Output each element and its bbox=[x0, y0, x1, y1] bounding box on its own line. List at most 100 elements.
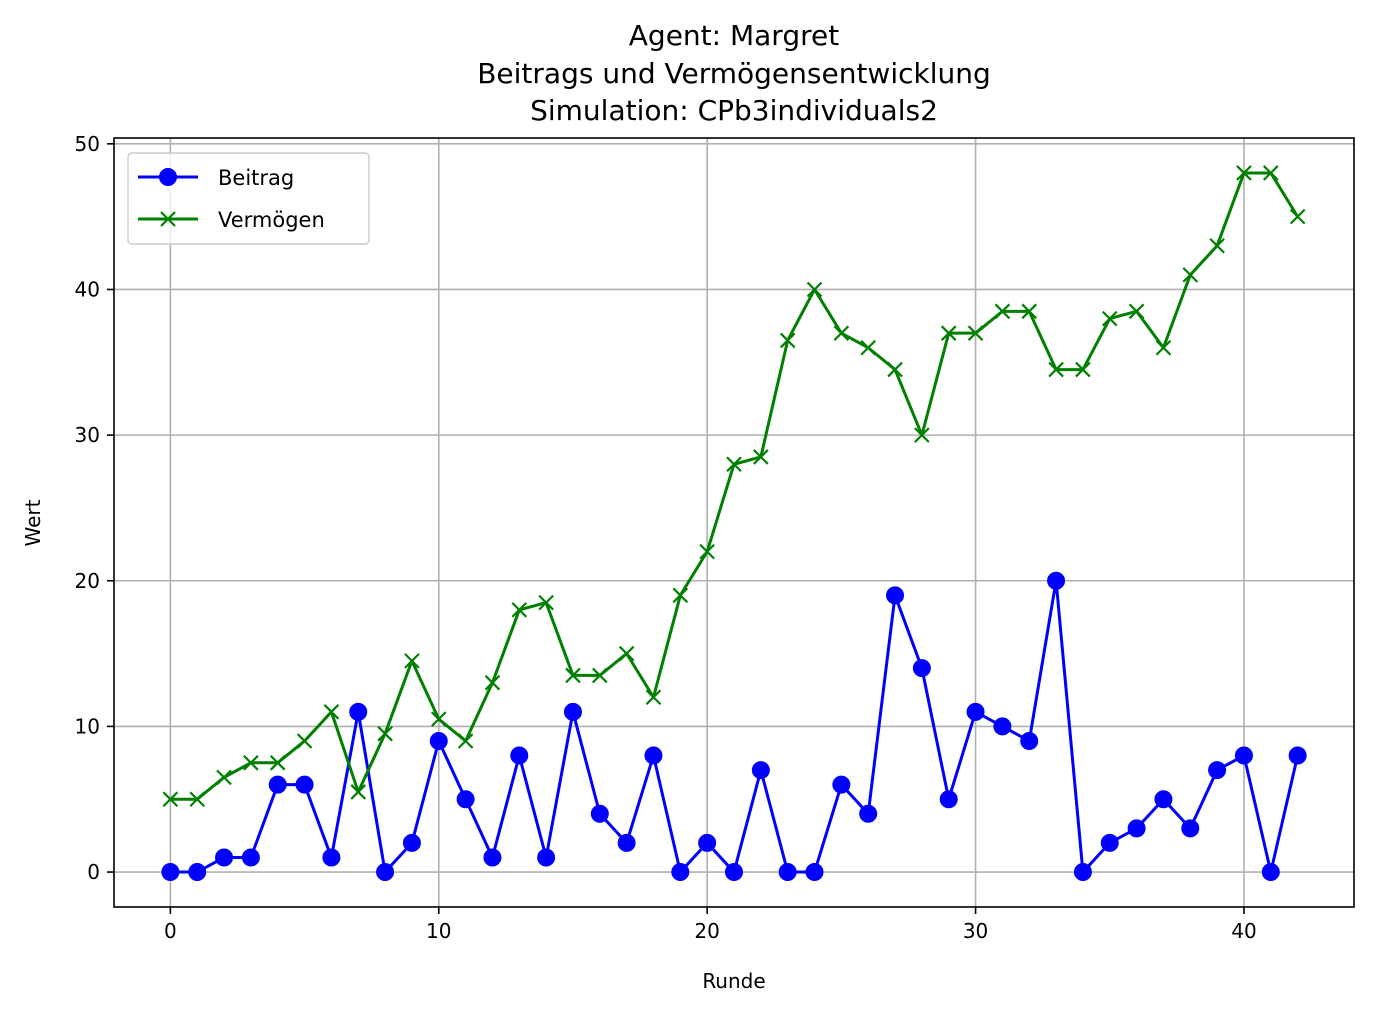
series-beitrag bbox=[161, 571, 1307, 882]
data-point-vermoegen bbox=[806, 281, 823, 298]
data-point-vermoegen bbox=[1021, 303, 1038, 320]
data-point-vermoegen bbox=[323, 704, 340, 720]
y-tick-label: 20 bbox=[75, 569, 100, 593]
data-point-beitrag bbox=[805, 863, 824, 882]
data-point-vermoegen bbox=[1075, 361, 1091, 378]
data-point-vermoegen bbox=[967, 325, 984, 341]
x-tick-label: 0 bbox=[164, 919, 177, 943]
data-point-beitrag bbox=[1261, 863, 1280, 882]
data-point-beitrag bbox=[456, 790, 475, 809]
data-point-beitrag bbox=[751, 761, 770, 780]
x-tick-label: 20 bbox=[694, 919, 719, 943]
data-point-beitrag bbox=[510, 746, 529, 765]
y-tick-label: 50 bbox=[75, 132, 100, 156]
data-point-vermoegen bbox=[1048, 361, 1064, 378]
data-point-vermoegen bbox=[216, 769, 232, 786]
legend-label-vermoegen: Vermögen bbox=[218, 208, 325, 232]
data-point-vermoegen bbox=[1128, 303, 1145, 320]
data-point-vermoegen bbox=[672, 587, 689, 604]
data-point-beitrag bbox=[939, 790, 958, 809]
data-point-beitrag bbox=[188, 863, 207, 882]
legend-marker-vermoegen bbox=[160, 211, 176, 227]
data-point-beitrag bbox=[644, 746, 663, 765]
data-point-beitrag bbox=[537, 848, 556, 867]
data-point-vermoegen bbox=[162, 791, 179, 808]
data-point-beitrag bbox=[832, 775, 851, 794]
data-point-vermoegen bbox=[457, 733, 474, 749]
data-point-vermoegen bbox=[484, 674, 501, 691]
data-point-vermoegen bbox=[189, 791, 205, 808]
data-point-beitrag bbox=[993, 717, 1012, 736]
data-point-vermoegen bbox=[914, 427, 930, 443]
data-point-beitrag bbox=[241, 848, 260, 867]
data-point-beitrag bbox=[912, 659, 931, 678]
data-point-beitrag bbox=[1127, 819, 1146, 838]
data-point-beitrag bbox=[1020, 731, 1039, 750]
chart-title-line-1: Agent: Margret bbox=[629, 19, 839, 52]
y-tick-label: 30 bbox=[75, 423, 100, 447]
data-point-beitrag bbox=[215, 848, 234, 867]
data-point-vermoegen bbox=[565, 667, 581, 684]
data-point-beitrag bbox=[1288, 746, 1307, 765]
data-point-beitrag bbox=[966, 702, 985, 721]
data-point-beitrag bbox=[617, 833, 636, 852]
data-point-beitrag bbox=[1208, 761, 1227, 780]
data-point-vermoegen bbox=[753, 449, 769, 465]
legend-label-beitrag: Beitrag bbox=[218, 166, 294, 190]
data-point-beitrag bbox=[1181, 819, 1200, 838]
data-point-vermoegen bbox=[1101, 310, 1118, 327]
y-tick-label: 0 bbox=[87, 860, 100, 884]
data-point-beitrag bbox=[725, 863, 743, 882]
data-point-beitrag bbox=[161, 863, 180, 882]
x-tick-label: 40 bbox=[1231, 919, 1256, 943]
data-point-beitrag bbox=[402, 833, 421, 852]
data-point-beitrag bbox=[268, 775, 287, 794]
data-point-beitrag bbox=[563, 702, 582, 721]
plot-frame bbox=[113, 137, 1355, 908]
data-point-beitrag bbox=[1073, 863, 1092, 882]
data-point-vermoegen bbox=[860, 339, 876, 356]
x-tick-label: 10 bbox=[426, 919, 451, 943]
legend-marker-beitrag bbox=[159, 168, 177, 186]
data-point-vermoegen bbox=[1155, 339, 1172, 356]
data-point-beitrag bbox=[483, 848, 502, 867]
data-point-vermoegen bbox=[1236, 165, 1252, 181]
data-point-vermoegen bbox=[618, 645, 635, 662]
data-point-vermoegen bbox=[296, 733, 313, 749]
y-axis-label: Wert bbox=[21, 499, 45, 546]
data-point-vermoegen bbox=[1289, 208, 1306, 225]
data-point-vermoegen bbox=[1263, 165, 1279, 181]
data-point-beitrag bbox=[1100, 833, 1119, 852]
x-axis-label: Runde bbox=[702, 969, 765, 993]
chart-title-line-3: Simulation: CPb3individuals2 bbox=[530, 94, 938, 127]
y-tick-label: 10 bbox=[75, 714, 100, 738]
axis-ticks: 0 10 20 30 40 0 10 20 30 40 50 bbox=[75, 132, 1257, 943]
data-point-vermoegen bbox=[779, 332, 796, 349]
data-point-vermoegen bbox=[592, 667, 608, 684]
data-point-vermoegen bbox=[538, 594, 554, 611]
data-point-vermoegen bbox=[243, 755, 259, 771]
data-point-beitrag bbox=[376, 863, 395, 882]
data-point-beitrag bbox=[429, 731, 448, 750]
data-point-vermoegen bbox=[350, 784, 367, 800]
data-point-vermoegen bbox=[887, 361, 903, 378]
series-vermoegen bbox=[162, 165, 1306, 808]
data-point-beitrag bbox=[349, 702, 368, 721]
data-point-vermoegen bbox=[377, 725, 393, 742]
data-point-beitrag bbox=[698, 833, 717, 852]
data-point-beitrag bbox=[1047, 571, 1066, 590]
data-point-vermoegen bbox=[1182, 267, 1199, 283]
axes-frame bbox=[113, 137, 1355, 908]
data-point-beitrag bbox=[859, 804, 878, 823]
chart-title-line-2: Beitrags und Vermögensentwicklung bbox=[477, 57, 991, 90]
legend: Beitrag Vermögen bbox=[127, 152, 370, 245]
data-point-beitrag bbox=[295, 775, 314, 794]
data-point-vermoegen bbox=[511, 602, 528, 618]
data-point-vermoegen bbox=[430, 711, 447, 727]
data-point-vermoegen bbox=[1209, 237, 1225, 254]
data-point-vermoegen bbox=[404, 653, 420, 669]
y-tick-label: 40 bbox=[75, 277, 100, 301]
data-point-vermoegen bbox=[269, 755, 286, 771]
data-point-vermoegen bbox=[994, 303, 1011, 320]
